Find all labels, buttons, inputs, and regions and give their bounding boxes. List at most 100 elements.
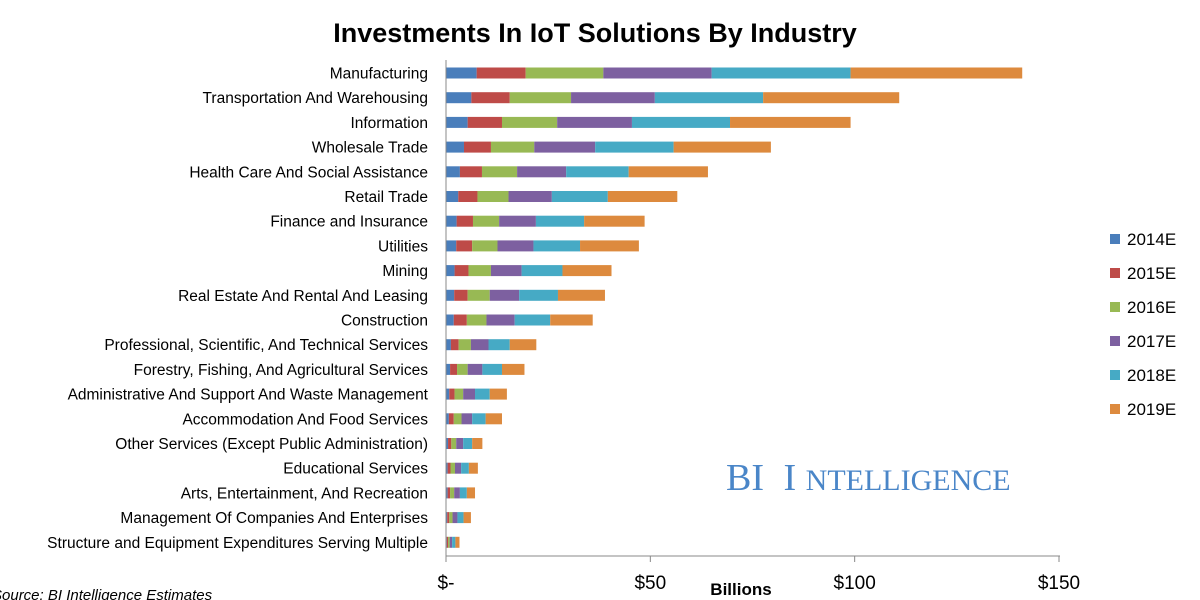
bar-segment	[446, 388, 450, 400]
bar-segment	[466, 487, 476, 499]
bar-segment	[446, 141, 464, 153]
legend: 2014E 2015E 2016E 2017E 2018E 2019E	[1110, 230, 1176, 419]
x-tick-label: $-	[438, 573, 455, 594]
bar-segment	[459, 487, 467, 499]
category-label: Real Estate And Rental And Leasing	[178, 288, 428, 305]
bar-segment	[631, 116, 731, 128]
bar-segment	[476, 67, 526, 79]
category-labels: Manufacturing Transportation And Warehous…	[47, 66, 429, 552]
x-tick-label: $100	[834, 573, 876, 594]
bar-segment	[628, 166, 708, 178]
bar-segment	[466, 314, 487, 326]
bar-segment	[452, 536, 456, 548]
category-label: Retail Trade	[344, 189, 428, 206]
bar-segment	[446, 462, 448, 474]
x-tick-label: $50	[634, 573, 666, 594]
brand-logo: BI I NTELLIGENCE	[726, 457, 1011, 499]
bar-segment	[477, 191, 509, 202]
category-label: Educational Services	[283, 461, 428, 478]
bar-segment	[446, 92, 472, 104]
bar-segment	[463, 388, 476, 400]
category-label: Finance and Insurance	[270, 214, 428, 231]
bar-segment	[446, 240, 457, 252]
bar-segment	[450, 363, 458, 375]
brand-initials: BI	[726, 457, 764, 499]
bar-segment	[463, 141, 491, 153]
bar-segment	[508, 191, 552, 202]
bar-segment	[517, 166, 567, 178]
category-label: Other Services (Except Public Administra…	[115, 436, 428, 453]
bar-segment	[446, 166, 460, 178]
bar-segment	[557, 116, 632, 128]
bar-segment	[673, 141, 771, 153]
bar-segment	[514, 314, 551, 326]
legend-label: 2014E	[1127, 230, 1176, 249]
bar-segment	[448, 413, 454, 425]
bar-segment	[457, 363, 468, 375]
bar-segment	[450, 487, 455, 499]
bar-segment	[470, 339, 489, 351]
bar-segment	[451, 438, 457, 449]
bar-segment	[463, 512, 471, 524]
source-note: Source: BI Intelligence Estimates	[0, 587, 213, 600]
bar-segment	[471, 92, 510, 104]
category-label: Transportation And Warehousing	[203, 90, 428, 107]
legend-swatch	[1110, 268, 1120, 278]
bar-segment	[497, 240, 534, 252]
bar-segment	[551, 191, 608, 202]
bar-segment	[446, 438, 449, 449]
bar-segment	[711, 67, 851, 79]
bar-segment	[446, 215, 457, 227]
category-label: Professional, Scientific, And Technical …	[104, 337, 428, 354]
bar-segment	[534, 141, 596, 153]
bar-segment	[472, 438, 483, 449]
bar-segment	[571, 92, 655, 104]
bar-segment	[467, 363, 483, 375]
bar-segment	[458, 339, 471, 351]
bar-segment	[472, 215, 500, 227]
bar-segment	[468, 265, 491, 277]
bar-segment	[654, 92, 764, 104]
bar-segment	[456, 215, 473, 227]
legend-label: 2015E	[1127, 264, 1176, 283]
legend-swatch	[1110, 336, 1120, 346]
x-axis-label: Billions	[710, 580, 771, 599]
bar-segment	[467, 116, 502, 128]
bar-segment	[501, 116, 558, 128]
bar-segment	[566, 166, 629, 178]
bar-segment	[446, 413, 449, 425]
bar-segment	[454, 289, 468, 301]
bar-segment	[446, 289, 455, 301]
bar-segment	[447, 512, 450, 524]
bar-segment	[452, 512, 458, 524]
bar-segment	[489, 289, 520, 301]
bar-segment	[446, 116, 468, 128]
bar-segment	[607, 191, 678, 202]
bar-segment	[457, 512, 464, 524]
bar-segment	[446, 265, 455, 277]
bar-segment	[446, 339, 451, 351]
category-label: Manufacturing	[330, 66, 428, 83]
bar-segment	[461, 413, 473, 425]
bar-segment	[468, 462, 478, 474]
legend-label: 2019E	[1127, 400, 1176, 419]
bar-segment	[461, 462, 469, 474]
bar-segment	[455, 536, 460, 548]
bars-group	[446, 67, 1023, 548]
bar-segment	[489, 388, 507, 400]
legend-swatch	[1110, 404, 1120, 414]
category-label: Management Of Companies And Enterprises	[120, 510, 428, 527]
bar-segment	[449, 388, 455, 400]
bar-segment	[490, 141, 535, 153]
legend-label: 2018E	[1127, 366, 1176, 385]
bar-segment	[472, 413, 486, 425]
legend-label: 2016E	[1127, 298, 1176, 317]
category-label: Arts, Entertainment, And Recreation	[181, 485, 428, 502]
bar-segment	[533, 240, 581, 252]
bar-segment	[446, 512, 448, 524]
x-axis-ticks: $- $50 $100 $150	[438, 556, 1080, 594]
bar-segment	[456, 438, 464, 449]
category-label: Information	[350, 115, 428, 132]
bar-segment	[459, 166, 482, 178]
